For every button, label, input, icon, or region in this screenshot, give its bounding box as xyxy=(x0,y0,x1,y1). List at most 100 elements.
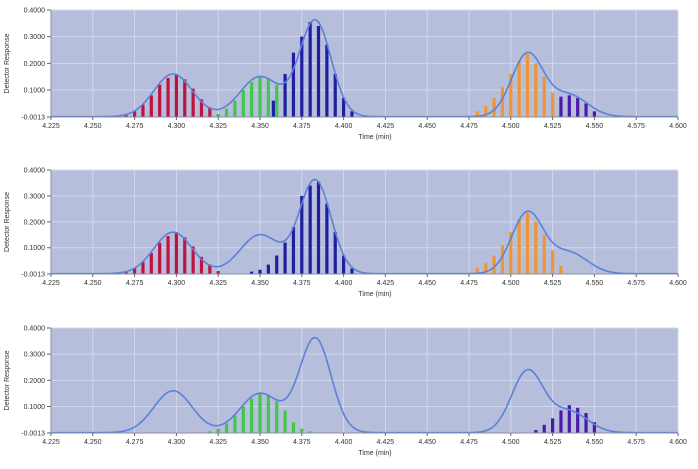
bar xyxy=(517,219,521,274)
x-tick-label: 4.250 xyxy=(84,439,102,446)
bar xyxy=(308,431,312,433)
y-tick-label: 0.1000 xyxy=(24,245,46,252)
y-tick-label: -0.0013 xyxy=(21,431,45,438)
bar xyxy=(191,246,195,274)
y-tick-label: 0.2000 xyxy=(24,61,46,68)
bar xyxy=(291,52,296,118)
bar xyxy=(166,77,170,117)
bar xyxy=(224,423,229,433)
chart-panel-1: -0.0013 0.1000 0.2000 0.3000 0.4000 4.225 4.25… xyxy=(4,8,687,142)
bar xyxy=(291,227,296,274)
bar xyxy=(266,394,270,433)
bar xyxy=(158,242,162,274)
bar xyxy=(325,44,329,117)
x-tick-label: 4.575 xyxy=(627,439,645,446)
bar xyxy=(183,79,187,117)
x-tick-label: 4.525 xyxy=(544,123,562,130)
x-tick-label: 4.600 xyxy=(669,280,687,287)
x-axis-title: Time (min) xyxy=(358,450,391,457)
x-tick-label: 4.275 xyxy=(126,280,144,287)
x-tick-label: 4.500 xyxy=(502,280,520,287)
y-tick-label: 0.4000 xyxy=(24,326,46,333)
bar-series-peak-1 xyxy=(124,73,220,117)
bar xyxy=(241,406,245,433)
bar xyxy=(551,92,555,117)
bar xyxy=(258,269,262,274)
bar xyxy=(250,81,254,117)
signal-envelope-line xyxy=(51,336,678,434)
bar xyxy=(576,407,580,433)
bar xyxy=(174,73,178,117)
bar xyxy=(149,252,153,274)
bar xyxy=(141,104,145,117)
x-tick-label: 4.400 xyxy=(335,123,353,130)
bar xyxy=(500,245,505,274)
bar xyxy=(224,108,229,117)
bar xyxy=(216,113,220,117)
bar xyxy=(300,36,304,117)
x-tick-label: 4.575 xyxy=(627,123,645,130)
bar xyxy=(551,418,555,433)
bar xyxy=(316,25,321,117)
bar xyxy=(525,212,530,274)
x-tick-label: 4.275 xyxy=(126,439,144,446)
y-axis-title: Detector Response xyxy=(4,350,11,410)
bar-series-peak-3 xyxy=(271,21,354,118)
x-tick-labels: 4.225 4.250 4.275 4.300 4.325 4.350 4.375 4.400… xyxy=(42,433,687,446)
y-tick-label: 0.1000 xyxy=(24,404,46,411)
x-tick-label: 4.525 xyxy=(544,439,562,446)
bar xyxy=(308,185,312,274)
x-tick-label: 4.350 xyxy=(251,123,269,130)
bar-series-peak-1 xyxy=(124,232,220,274)
bar xyxy=(342,255,346,274)
bar xyxy=(492,97,496,117)
bar xyxy=(559,96,563,117)
bar xyxy=(275,255,279,274)
y-tick-label: -0.0013 xyxy=(21,115,45,122)
bar xyxy=(275,401,279,433)
x-tick-label: 4.475 xyxy=(460,123,478,130)
x-tick-label: 4.450 xyxy=(418,439,436,446)
x-tick-label: 4.500 xyxy=(502,123,520,130)
bar xyxy=(534,430,538,433)
x-tick-label: 4.425 xyxy=(377,439,395,446)
bar xyxy=(567,405,571,433)
y-axis-title: Detector Response xyxy=(4,33,11,93)
bar xyxy=(183,237,187,274)
x-tick-label: 4.375 xyxy=(293,280,311,287)
x-tick-label: 4.450 xyxy=(418,123,436,130)
bar xyxy=(149,95,153,117)
bar xyxy=(241,89,245,117)
bar xyxy=(308,21,312,117)
bar xyxy=(208,264,212,274)
signal-envelope-line xyxy=(51,18,678,118)
bar xyxy=(484,105,488,117)
y-tick-label: 0.2000 xyxy=(24,219,46,226)
bar xyxy=(258,76,262,117)
y-tick-label: 0.4000 xyxy=(24,8,46,15)
x-tick-label: 4.550 xyxy=(586,280,604,287)
bar xyxy=(542,76,546,117)
bar xyxy=(124,115,128,117)
bar xyxy=(250,398,254,433)
bar xyxy=(166,236,170,274)
bar xyxy=(233,415,237,433)
bar xyxy=(199,99,204,117)
bar xyxy=(542,234,546,274)
bar xyxy=(559,410,563,433)
bar xyxy=(342,97,346,117)
bar xyxy=(250,271,254,274)
x-tick-label: 4.225 xyxy=(42,123,60,130)
y-tick-labels: -0.0013 0.1000 0.2000 0.3000 0.4000 xyxy=(21,168,51,279)
bar xyxy=(191,88,195,117)
x-tick-label: 4.250 xyxy=(84,280,102,287)
x-tick-label: 4.250 xyxy=(84,123,102,130)
bar xyxy=(300,195,304,274)
bar xyxy=(333,73,337,117)
x-tick-label: 4.600 xyxy=(669,439,687,446)
x-tick-label: 4.300 xyxy=(168,280,186,287)
y-tick-labels: -0.0013 0.1000 0.2000 0.3000 0.4000 xyxy=(21,326,51,438)
bar xyxy=(584,413,588,433)
bar xyxy=(266,264,270,274)
